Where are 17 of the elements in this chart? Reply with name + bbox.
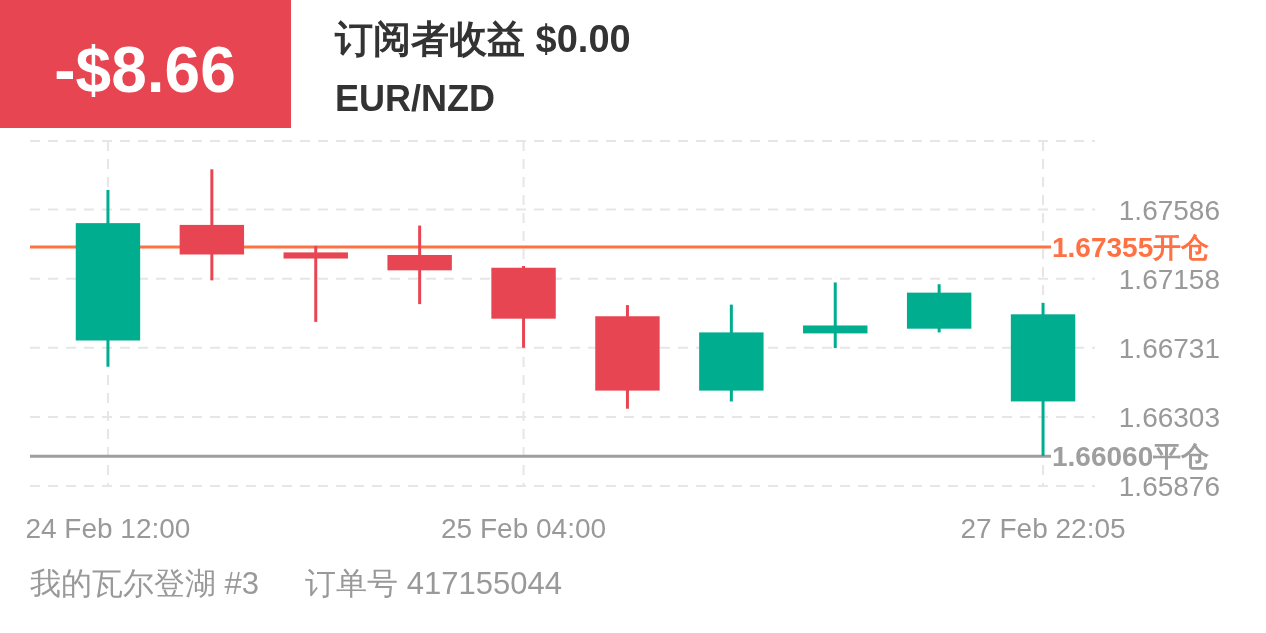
chart-subtitle: EUR/NZD	[335, 78, 495, 119]
y-tick-label: 1.67586	[1118, 194, 1220, 226]
x-tick-label: 24 Feb 12:00	[25, 513, 191, 544]
text: -$8.66	[54, 34, 236, 106]
x-tick-label: 27 Feb 22:05	[960, 513, 1126, 544]
x-tick-label: 25 Feb 04:00	[441, 513, 607, 544]
ref-line-label: 1.66060平仓	[1052, 441, 1210, 473]
text: 订单号 417155044	[305, 566, 562, 601]
y-tick-label: 1.66731	[1118, 332, 1220, 364]
candlestick	[803, 282, 868, 350]
chart-title: 订阅者收益 $0.00	[334, 18, 631, 60]
y-tick-label: 1.67158	[1118, 263, 1220, 295]
y-tick-label: 1.65876	[1118, 471, 1220, 502]
candlestick	[283, 244, 348, 322]
y-tick-label: 1.66303	[1118, 401, 1220, 433]
ref-line-label: 1.67355开仓	[1052, 231, 1210, 263]
text: 我的瓦尔登湖 #3	[30, 566, 260, 601]
